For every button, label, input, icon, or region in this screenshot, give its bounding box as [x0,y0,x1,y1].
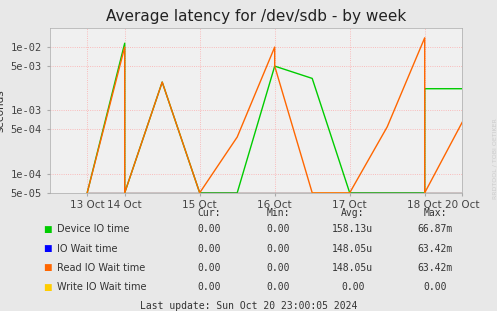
Text: 0.00: 0.00 [266,263,290,273]
Text: ■: ■ [43,282,52,291]
Text: Device IO time: Device IO time [57,225,130,234]
Text: Read IO Wait time: Read IO Wait time [57,263,146,273]
Text: 0.00: 0.00 [341,282,365,292]
Text: 63.42m: 63.42m [417,244,452,254]
Text: IO Wait time: IO Wait time [57,244,118,254]
Text: Cur:: Cur: [197,208,221,218]
Text: 63.42m: 63.42m [417,263,452,273]
Text: 0.00: 0.00 [266,282,290,292]
Text: 0.00: 0.00 [197,225,221,234]
Y-axis label: seconds: seconds [0,89,5,132]
Text: Max:: Max: [423,208,447,218]
Text: Write IO Wait time: Write IO Wait time [57,282,147,292]
Text: 0.00: 0.00 [197,244,221,254]
Text: ■: ■ [43,263,52,272]
Text: 148.05u: 148.05u [332,263,373,273]
Text: Min:: Min: [266,208,290,218]
Text: ■: ■ [43,244,52,253]
Text: Last update: Sun Oct 20 23:00:05 2024: Last update: Sun Oct 20 23:00:05 2024 [140,301,357,311]
Text: RRDTOOL / TOBI OETIKER: RRDTOOL / TOBI OETIKER [492,118,497,199]
Text: 158.13u: 158.13u [332,225,373,234]
Text: 0.00: 0.00 [266,244,290,254]
Text: 0.00: 0.00 [197,282,221,292]
Text: 148.05u: 148.05u [332,244,373,254]
Text: 66.87m: 66.87m [417,225,452,234]
Text: Avg:: Avg: [341,208,365,218]
Text: 0.00: 0.00 [423,282,447,292]
Title: Average latency for /dev/sdb - by week: Average latency for /dev/sdb - by week [106,9,406,24]
Text: 0.00: 0.00 [266,225,290,234]
Text: 0.00: 0.00 [197,263,221,273]
Text: ■: ■ [43,225,52,234]
